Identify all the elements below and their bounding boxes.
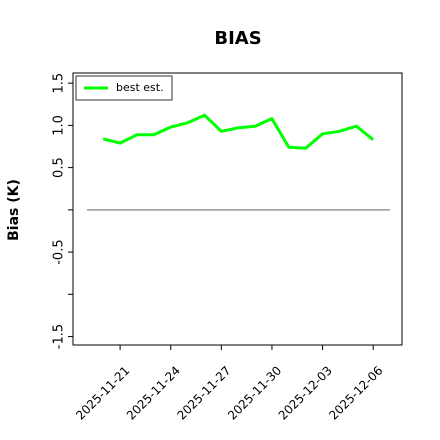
x-tick-label: 2025-12-06 [326, 363, 385, 422]
y-tick-label: 1.5 [52, 73, 67, 94]
y-tick-label: -0.5 [52, 239, 67, 264]
y-tick-label: -1.5 [52, 324, 67, 349]
legend: best est. [75, 75, 173, 101]
y-tick-label: 1.0 [52, 115, 67, 136]
legend-label: best est. [116, 81, 164, 94]
plot-area [72, 72, 403, 346]
y-tick-label: 0.5 [52, 157, 67, 178]
chart-title: BIAS [214, 28, 261, 49]
y-axis-label: Bias (K) [6, 179, 22, 241]
data-line [102, 113, 375, 150]
